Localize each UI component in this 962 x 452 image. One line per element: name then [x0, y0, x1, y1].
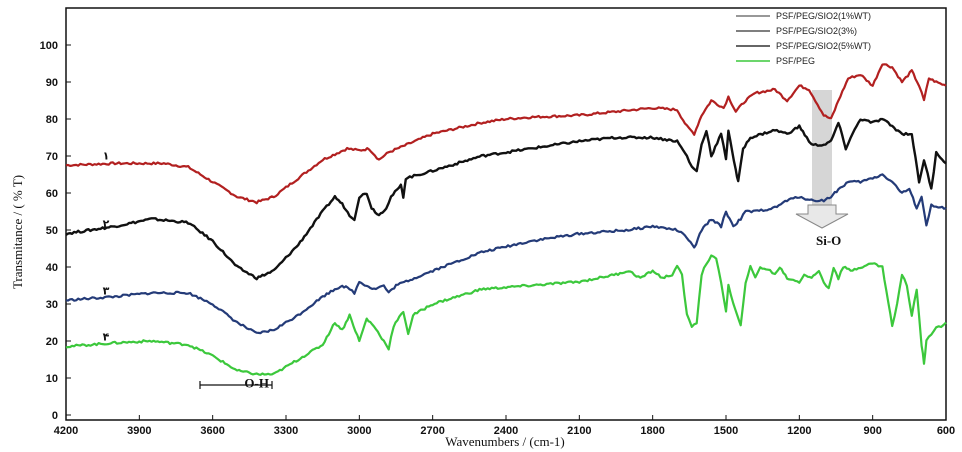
y-tick-label: 50	[46, 225, 58, 237]
annotation-label: O-H	[244, 375, 269, 390]
x-tick-label: 2400	[494, 425, 518, 437]
curve-label-1: ۱	[103, 149, 110, 162]
y-axis-ticks: 0 10 20 30 40 50 60 70 80 90 100	[40, 40, 71, 422]
y-tick-label: 90	[46, 77, 58, 89]
series-line-3	[65, 173, 947, 335]
x-tick-label: 600	[937, 425, 955, 437]
series-line-1	[65, 63, 947, 205]
x-tick-label: 900	[863, 425, 881, 437]
x-axis-title: Wavenumbers / (cm-1)	[445, 434, 565, 449]
x-tick-label: 3000	[347, 425, 371, 437]
si-o-marker	[795, 90, 849, 229]
y-tick-label: 10	[46, 373, 58, 385]
x-tick-label: 3300	[274, 425, 298, 437]
x-tick-label: 1500	[714, 425, 738, 437]
curve-label-4: ۴	[103, 331, 110, 344]
x-tick-label: 3600	[200, 425, 224, 437]
o-h-bracket	[199, 381, 273, 389]
annotation-label: Si-O	[816, 233, 841, 248]
legend-label: PSF/PEG	[776, 56, 815, 66]
x-tick-label: 1200	[787, 425, 811, 437]
x-tick-label: 2100	[567, 425, 591, 437]
y-tick-label: 80	[46, 114, 58, 126]
curve-label-3: ۳	[103, 284, 110, 297]
y-tick-label: 100	[40, 40, 58, 52]
si-o-arrow-icon	[795, 204, 849, 229]
y-tick-label: 20	[46, 336, 58, 348]
x-axis-ticks: 4200 3900 3600 3300 3000 2700 2400 2100 1800 1500…	[54, 415, 955, 437]
x-tick-label: 2700	[420, 425, 444, 437]
y-tick-label: 70	[46, 151, 58, 163]
x-tick-label: 4200	[54, 425, 78, 437]
series-line-4	[65, 254, 947, 376]
annotations: O-H Si-O	[244, 233, 841, 390]
legend-label: PSF/PEG/SIO2(3%)	[776, 26, 857, 36]
legend: PSF/PEG/SIO2(1%WT) PSF/PEG/SIO2(3%) PSF/PE…	[736, 11, 871, 66]
legend-label: PSF/PEG/SIO2(1%WT)	[776, 11, 871, 21]
curve-label-2: ۲	[103, 218, 110, 231]
y-tick-label: 60	[46, 188, 58, 200]
series-curve-labels: ۱ ۲ ۳ ۴	[103, 149, 110, 343]
legend-label: PSF/PEG/SIO2(5%WT)	[776, 41, 871, 51]
x-tick-label: 3900	[127, 425, 151, 437]
x-tick-label: 1800	[640, 425, 664, 437]
si-o-band	[812, 90, 832, 210]
series-line-2	[65, 117, 947, 281]
y-tick-label: 30	[46, 299, 58, 311]
y-tick-label: 0	[52, 410, 58, 422]
y-tick-label: 40	[46, 262, 58, 274]
y-axis-title: Transmitance / ( % T)	[10, 175, 25, 289]
series-lines	[65, 63, 947, 376]
